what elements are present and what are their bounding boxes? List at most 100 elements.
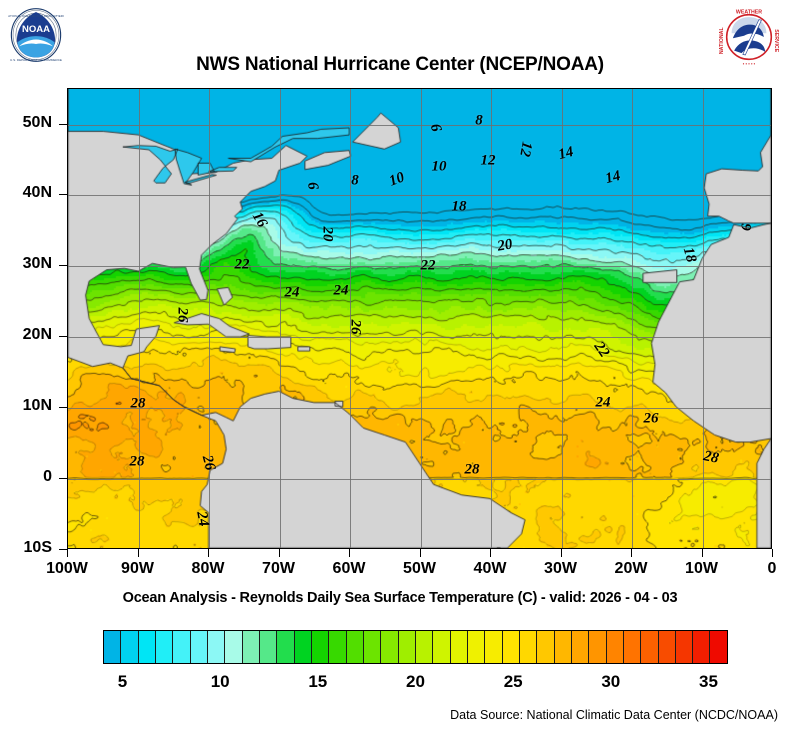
contour-label: 20 [496,236,514,255]
colorbar-swatch [485,631,503,663]
svg-text:WEATHER: WEATHER [736,9,762,15]
colorbar-swatch [259,631,278,663]
y-tick-label: 50N [22,113,52,131]
x-tick-label: 90W [121,560,154,577]
colorbar-tick-label: 25 [503,672,523,691]
colorbar-swatch [190,631,208,663]
gridline-lat [68,195,771,197]
svg-text:NATIONAL: NATIONAL [719,27,725,55]
colorbar-swatch [623,631,642,663]
colorbar-swatch [346,631,364,663]
colorbar-tick-label: 35 [699,672,718,691]
x-tick [490,549,491,557]
contour-label: 12 [516,140,535,158]
y-tick [59,265,67,267]
y-tick-label: 10S [23,539,52,556]
colorbar-swatch [363,631,382,663]
contour-label: 8 [351,172,359,189]
x-tick-label: 80W [191,560,225,577]
colorbar-swatch [121,631,139,663]
svg-text:U.S. DEPARTMENT OF COMMERCE: U.S. DEPARTMENT OF COMMERCE [10,58,62,62]
x-tick-label: 20W [614,560,648,577]
page-title: NWS National Hurricane Center (NCEP/NOAA… [196,54,604,75]
x-tick-label: 0 [767,560,777,577]
svg-text:• • • • •: • • • • • [743,62,756,67]
x-tick [772,549,773,557]
colorbar-tick-label: 20 [406,672,425,691]
colorbar-swatch [329,631,347,663]
colorbar-swatch [173,631,191,663]
contour-label: 10 [431,158,447,175]
x-tick [631,549,632,557]
y-tick [59,549,67,550]
x-tick [560,549,562,557]
y-tick-label: 10N [22,397,52,415]
contour-label: 24 [595,394,611,411]
x-tick-label: 50W [403,560,436,577]
y-tick [59,478,67,480]
svg-text:NOAA: NOAA [22,24,50,35]
colorbar-swatches [103,630,728,664]
gridline-lon [350,89,351,548]
y-tick [59,407,67,409]
colorbar-swatch [277,631,295,663]
svg-text:NATIONAL OCEANIC AND ATMOSPHER: NATIONAL OCEANIC AND ATMOSPHERIC [8,14,64,18]
colorbar-swatch [658,631,676,663]
y-tick-label: 30N [22,255,52,273]
colorbar-tick-label: 30 [601,672,621,691]
colorbar-swatch [207,631,226,663]
colorbar-swatch [571,631,590,663]
contour-label: 22 [234,256,250,273]
x-tick-label: 60W [332,560,366,577]
chart-subtitle: Ocean Analysis - Reynolds Daily Sea Surf… [122,590,678,606]
colorbar-swatch [606,631,624,663]
noaa-logo: NOAA NATIONAL OCEANIC AND ATMOSPHERIC U.… [6,6,67,64]
y-tick-label: 20N [22,326,52,344]
x-tick [278,549,280,557]
contour-label: 24 [333,282,349,299]
colorbar-swatch [537,631,555,663]
gridline-lon [491,89,492,548]
colorbar-swatch [675,631,694,663]
gridline-lon [632,89,633,548]
contour-label: 20 [319,226,336,242]
x-tick [419,549,421,557]
gridline-lat [68,408,771,410]
colorbar-swatch [242,631,260,663]
colorbar-swatch [311,631,330,663]
gridline-lon [420,89,422,548]
gridline-lon [209,89,210,548]
colorbar [103,630,728,664]
colorbar-tick-label: 10 [210,672,230,691]
colorbar-swatch [467,631,486,663]
gridline-lat [68,479,771,481]
svg-text:SERVICE: SERVICE [773,29,779,53]
x-tick [208,549,209,557]
colorbar-swatch [710,631,727,663]
colorbar-swatch [641,631,659,663]
colorbar-swatch [104,631,122,663]
contour-label: 28 [129,453,145,470]
contour-label: 24 [193,510,212,528]
gridline-lon [561,89,563,548]
gridline-lon [138,89,140,548]
x-tick-label: 100W [46,560,88,577]
gridline-lat [68,337,771,339]
colorbar-swatch [589,631,607,663]
colorbar-swatch [502,631,520,663]
y-tick [59,194,67,196]
contour-label: 18 [451,198,467,215]
x-tick [349,549,350,557]
colorbar-swatch [554,631,572,663]
y-tick [59,336,67,338]
y-tick-label: 0 [43,468,52,486]
gridline-lon [702,89,704,548]
gridline-lon [279,89,281,548]
x-tick [701,549,703,557]
colorbar-swatch [155,631,174,663]
colorbar-swatch [225,631,243,663]
contour-label: 22 [420,257,436,274]
x-tick-label: 40W [473,560,507,577]
colorbar-swatch [294,631,312,663]
x-tick-label: 30W [544,560,577,577]
